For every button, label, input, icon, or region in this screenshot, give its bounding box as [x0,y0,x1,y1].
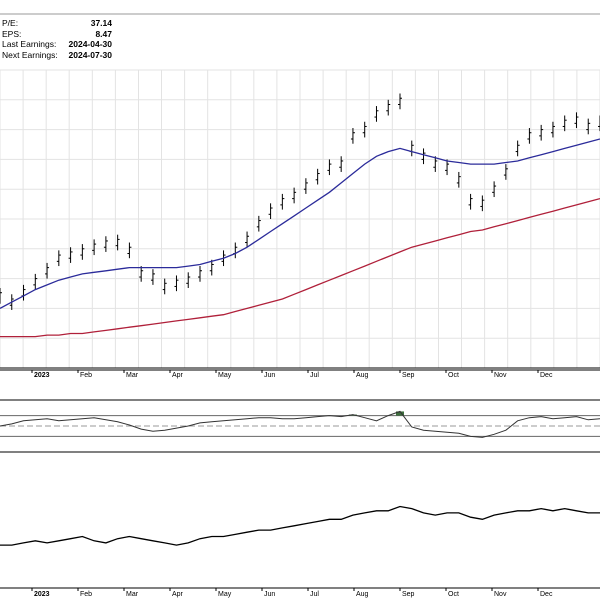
fundamentals-panel: P/E: 37.14 EPS: 8.47 Last Earnings: 2024… [0,18,112,60]
x-tick-label: Aug [356,591,369,598]
x-tick-label: 2023 [34,372,50,379]
x-tick-label: Apr [172,591,184,598]
oscillator-panel [0,399,600,453]
osc-line [0,410,600,438]
moving-average-short-line [0,138,600,309]
x-tick-label: Feb [80,591,92,598]
osc-overbought-fill [396,411,404,416]
moving-average-long-line [0,197,600,338]
x-tick-label: Oct [448,591,459,598]
x-tick-label: Sep [402,372,415,379]
x-tick-label: Aug [356,372,369,379]
x-tick-label: Jul [310,591,319,598]
relative-strength-line [0,505,600,546]
x-tick-label: Nov [494,591,507,598]
last-earnings-row: Last Earnings: 2024-04-30 [0,39,112,50]
pe-row: P/E: 37.14 [0,18,112,29]
x-tick-label: May [218,591,232,598]
x-tick-label: Jul [310,372,319,379]
x-tick-label: Sep [402,591,415,598]
x-tick-label: Dec [540,591,553,598]
x-tick-label: Mar [126,591,139,598]
eps-label: EPS: [2,28,22,39]
x-tick-label: Apr [172,372,184,379]
last-earnings-value: 2024-04-30 [68,39,112,49]
x-tick-label: Jun [264,591,275,598]
next-earnings-value: 2024-07-30 [68,49,112,60]
eps-value: 8.47 [95,28,112,39]
next-earnings-label: Next Earnings: [2,49,58,60]
price-panel [0,69,600,369]
x-tick-label: Dec [540,372,553,379]
x-tick-label: Jun [264,372,275,379]
x-tick-label: 2023 [34,591,50,598]
pe-value: 37.14 [90,18,112,28]
x-tick-label: Feb [80,372,92,379]
bottom-x-axis: 2023 Feb Mar Apr May Jun Jul Aug Sep Oct Nov Dec [0,587,600,598]
x-tick-label: May [218,372,232,379]
price-x-axis: 2023 Feb Mar Apr May Jun Jul Aug Sep Oct Nov Dec [0,369,600,379]
x-tick-label: Mar [126,372,139,379]
relative-strength-panel [0,505,600,546]
eps-row: EPS: 8.47 [0,29,112,40]
next-earnings-row: Next Earnings: 2024-07-30 [0,50,112,61]
last-earnings-label: Last Earnings: [2,39,57,49]
x-tick-label: Oct [448,372,459,379]
x-tick-label: Nov [494,372,507,379]
pe-label: P/E: [2,18,19,28]
